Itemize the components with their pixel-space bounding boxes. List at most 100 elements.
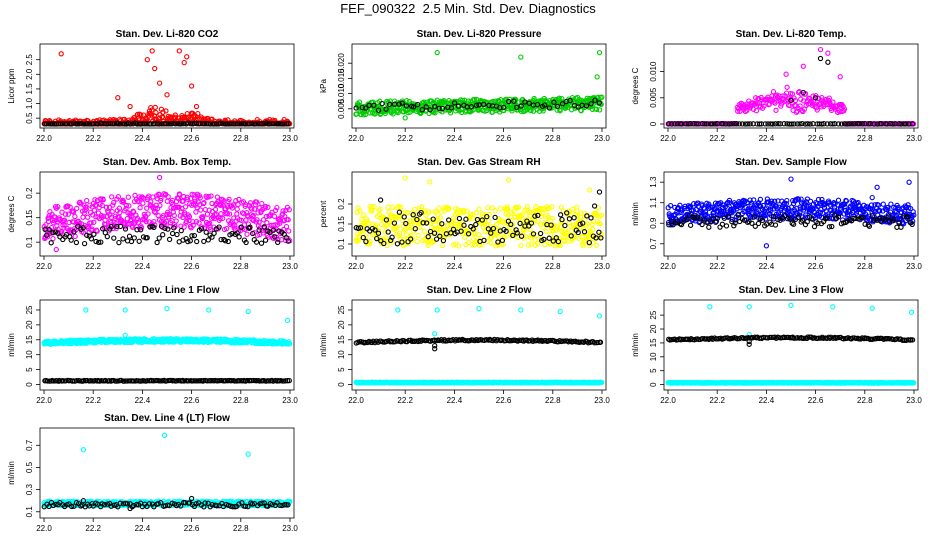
data-point <box>91 219 97 225</box>
panel-2: Stan. Dev. Li-820 PressurekPa0.0050.0100… <box>319 29 610 143</box>
panel-7: Stan. Dev. Line 1 Flowml/min051015202522… <box>7 285 298 405</box>
data-point <box>194 238 200 245</box>
data-point <box>81 121 87 127</box>
x-tick-label: 22.6 <box>496 262 512 271</box>
data-point <box>909 121 916 127</box>
data-point <box>447 110 454 116</box>
data-point <box>371 203 377 210</box>
data-point <box>488 240 494 246</box>
data-point <box>209 234 215 240</box>
data-point <box>245 308 251 315</box>
data-point <box>80 225 86 231</box>
data-point <box>259 200 265 207</box>
data-point <box>277 220 283 226</box>
data-point <box>193 103 200 110</box>
data-point <box>226 196 232 203</box>
data-point <box>80 230 87 236</box>
data-point <box>224 211 230 217</box>
data-point <box>55 204 61 210</box>
y-tick-label: 25 <box>337 305 346 314</box>
data-point <box>825 59 831 65</box>
data-point <box>481 101 487 108</box>
data-point <box>844 121 850 127</box>
data-point <box>562 222 568 229</box>
data-point <box>871 121 877 127</box>
y-tick-label: 0.7 <box>649 238 658 250</box>
data-point <box>811 223 818 230</box>
data-point <box>50 235 56 242</box>
y-axis-label: percent <box>319 200 328 227</box>
data-point <box>518 243 524 249</box>
data-point <box>501 107 507 114</box>
x-tick-label: 23.0 <box>594 134 610 143</box>
x-tick-label: 22.0 <box>348 262 364 271</box>
data-point <box>856 121 863 127</box>
data-point <box>53 246 59 253</box>
x-tick-label: 23.0 <box>906 134 922 143</box>
data-point <box>157 197 164 204</box>
data-point <box>835 197 842 203</box>
data-point <box>766 101 773 107</box>
data-point <box>387 101 393 107</box>
data-point <box>473 102 480 108</box>
data-point <box>702 121 708 127</box>
x-tick-label: 22.0 <box>36 262 52 271</box>
data-point <box>256 227 262 233</box>
data-point <box>280 208 286 214</box>
data-point <box>468 104 474 110</box>
data-point <box>115 121 121 127</box>
data-point <box>234 121 240 127</box>
data-point <box>152 104 158 111</box>
data-point <box>198 226 205 232</box>
data-point <box>402 175 408 181</box>
x-tick-label: 22.6 <box>496 134 512 143</box>
data-point <box>94 228 100 234</box>
data-point <box>410 104 417 110</box>
x-tick-label: 22.8 <box>545 396 561 405</box>
data-point <box>178 227 184 234</box>
data-point <box>588 101 594 107</box>
data-point <box>122 307 128 313</box>
data-point <box>528 241 534 247</box>
y-axis-label: degrees C <box>631 67 640 104</box>
data-point <box>181 59 187 66</box>
data-point <box>593 106 600 113</box>
data-point <box>249 206 255 212</box>
x-tick-label: 22.8 <box>233 134 249 143</box>
data-point <box>826 95 832 101</box>
panel-6: Stan. Dev. Sample Flowml/min0.70.91.11.3… <box>631 157 922 271</box>
data-point <box>181 224 187 230</box>
data-point <box>165 226 171 232</box>
x-tick-label: 22.8 <box>233 262 249 271</box>
data-point <box>250 230 256 237</box>
data-point <box>72 213 78 220</box>
data-point <box>396 101 402 107</box>
y-tick-label: 0 <box>337 382 346 387</box>
data-point <box>761 103 767 109</box>
series-analyzer <box>665 176 917 249</box>
data-point <box>68 237 74 243</box>
y-tick-label: 25 <box>25 305 34 314</box>
x-tick-label: 22.0 <box>348 134 364 143</box>
x-tick-label: 22.8 <box>857 134 873 143</box>
data-point <box>359 104 365 111</box>
data-point <box>456 215 463 222</box>
data-point <box>81 240 88 247</box>
series-analyzer <box>353 305 605 386</box>
y-tick-label: 0.005 <box>337 98 346 119</box>
data-point <box>492 214 498 221</box>
data-point <box>185 238 191 245</box>
data-point <box>99 202 105 209</box>
y-tick-label: 2.0 <box>25 68 34 80</box>
data-point <box>261 224 267 230</box>
data-point <box>556 95 562 101</box>
data-point <box>807 121 813 127</box>
data-point <box>728 121 734 127</box>
data-point <box>592 97 598 103</box>
series-analyzer <box>41 174 293 253</box>
data-point <box>115 194 122 200</box>
y-tick-label: 0.005 <box>649 87 658 108</box>
y-tick-label: 0.9 <box>649 217 658 229</box>
data-point <box>156 174 163 181</box>
data-point <box>126 233 133 239</box>
